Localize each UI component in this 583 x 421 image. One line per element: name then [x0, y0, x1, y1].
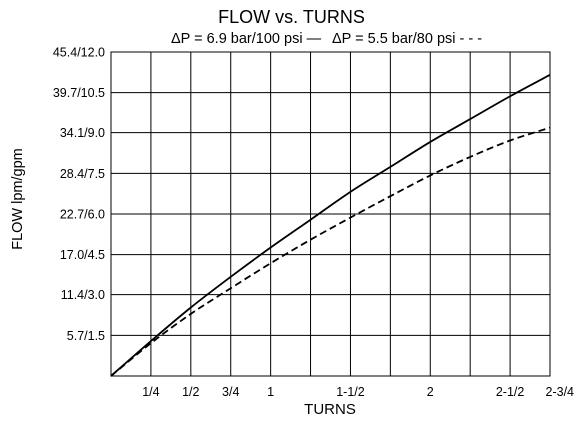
x-tick-label-4: 1-1/2 — [336, 385, 365, 399]
x-tick-label-5: 2 — [427, 385, 434, 399]
x-tick-label-1: 1/2 — [182, 385, 199, 399]
plot-frame — [110, 51, 551, 377]
x-tick-label-0: 1/4 — [142, 385, 159, 399]
y-tick-label-5: 34.1/9.0 — [60, 126, 105, 140]
x-tick-label-2: 3/4 — [222, 385, 239, 399]
x-tick-label-6: 2-1/2 — [496, 385, 525, 399]
x-tick-label-7: 2-3/4 — [546, 385, 575, 399]
x-tick-label-3: 1 — [267, 385, 274, 399]
legend-dashed-label: ΔP = 5.5 bar/80 psi - - - — [332, 31, 483, 47]
x-axis-label: TURNS — [304, 401, 356, 418]
series-lines — [110, 74, 551, 377]
chart-title: FLOW vs. TURNS — [218, 7, 365, 27]
series-line-solid — [110, 74, 551, 377]
tick-labels: 5.7/1.5 11.4/3.0 17.0/4.5 22.7/6.0 28.4/7.5 3… — [53, 46, 574, 400]
y-tick-label-0: 5.7/1.5 — [67, 329, 105, 343]
y-tick-label-4: 28.4/7.5 — [60, 167, 105, 181]
y-tick-label-2: 17.0/4.5 — [60, 248, 105, 262]
legend-solid-label: ΔP = 6.9 bar/100 psi — — [171, 31, 322, 47]
y-tick-label-7: 45.4/12.0 — [53, 46, 105, 60]
y-tick-label-3: 22.7/6.0 — [60, 208, 105, 222]
series-line-dashed — [110, 126, 551, 377]
y-axis-label: FLOW lpm/gpm — [10, 148, 26, 250]
grid — [111, 51, 551, 376]
y-tick-label-6: 39.7/10.5 — [53, 86, 105, 100]
y-tick-label-1: 11.4/3.0 — [61, 288, 105, 302]
